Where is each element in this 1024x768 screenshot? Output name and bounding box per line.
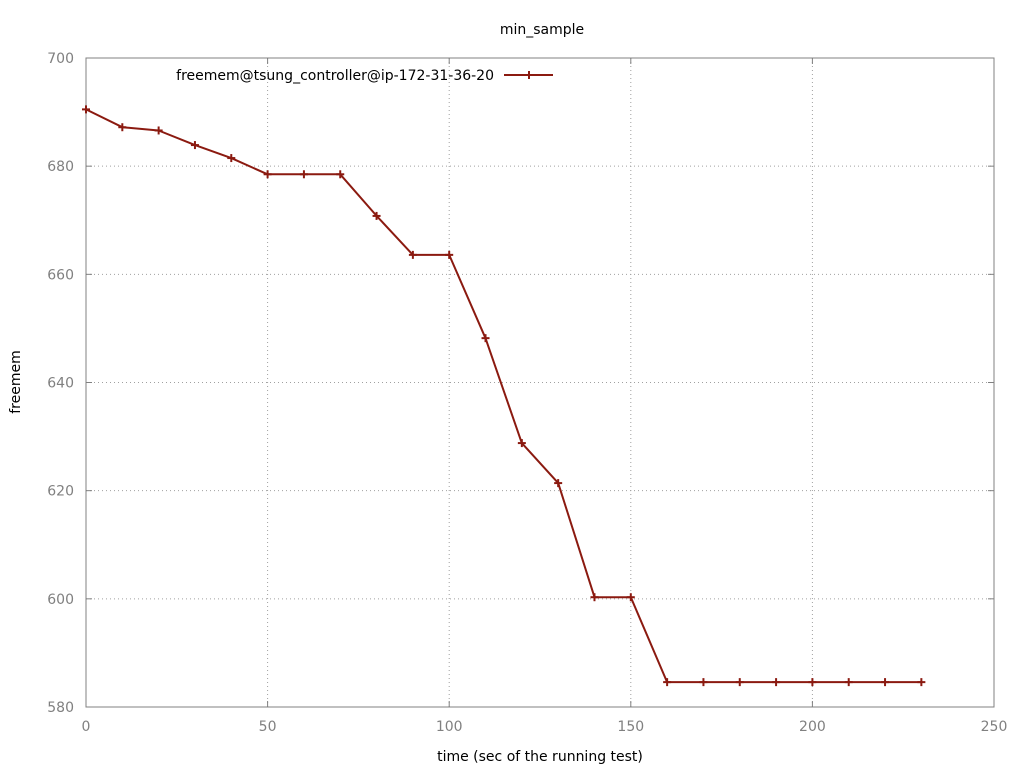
data-point-marker (917, 678, 926, 687)
data-point-marker (372, 211, 381, 220)
data-point-marker (808, 678, 817, 687)
y-tick-label: 600 (47, 592, 74, 608)
y-tick-label: 700 (47, 51, 74, 67)
y-tick-label: 660 (47, 267, 74, 283)
data-point-marker (772, 678, 781, 687)
data-point-marker (190, 141, 199, 150)
y-tick-label: 640 (47, 376, 74, 392)
y-tick-label: 620 (47, 484, 74, 500)
data-point-marker (590, 593, 599, 602)
data-point-marker (336, 170, 345, 179)
data-point-marker (408, 250, 417, 259)
data-point-marker (445, 250, 454, 259)
data-point-marker (154, 126, 163, 135)
y-tick-label: 580 (47, 700, 74, 716)
y-tick-label: 680 (47, 159, 74, 175)
x-tick-label: 0 (82, 719, 91, 735)
data-point-marker (663, 678, 672, 687)
data-point-marker (735, 678, 744, 687)
data-point-marker (227, 154, 236, 163)
y-axis-label: freemem (8, 350, 24, 414)
legend-marker (525, 71, 533, 79)
data-point-marker (881, 678, 890, 687)
data-point-marker (626, 593, 635, 602)
data-point-marker (299, 170, 308, 179)
data-point-marker (844, 678, 853, 687)
axis-ticks: 580 600 620 640 660 680 700 0 50 100 150 200 250 (47, 51, 1007, 735)
x-tick-label: 100 (436, 719, 463, 735)
legend: freemem@tsung_controller@ip-172-31-36-20 (176, 68, 553, 84)
data-point-marker (118, 123, 127, 132)
data-point-marker (554, 479, 563, 488)
x-tick-label: 50 (259, 719, 277, 735)
legend-label: freemem@tsung_controller@ip-172-31-36-20 (176, 68, 494, 84)
data-point-marker (82, 105, 90, 114)
series-layer (82, 105, 926, 687)
data-point-marker (699, 678, 708, 687)
series-line (85, 108, 922, 684)
data-point-marker (481, 334, 490, 343)
x-axis-label: time (sec of the running test) (437, 749, 643, 765)
x-tick-label: 150 (617, 719, 644, 735)
x-tick-label: 200 (799, 719, 826, 735)
data-point-marker (263, 170, 272, 179)
data-point-marker (517, 439, 526, 448)
x-tick-label: 250 (981, 719, 1008, 735)
chart-title: min_sample (500, 22, 584, 38)
